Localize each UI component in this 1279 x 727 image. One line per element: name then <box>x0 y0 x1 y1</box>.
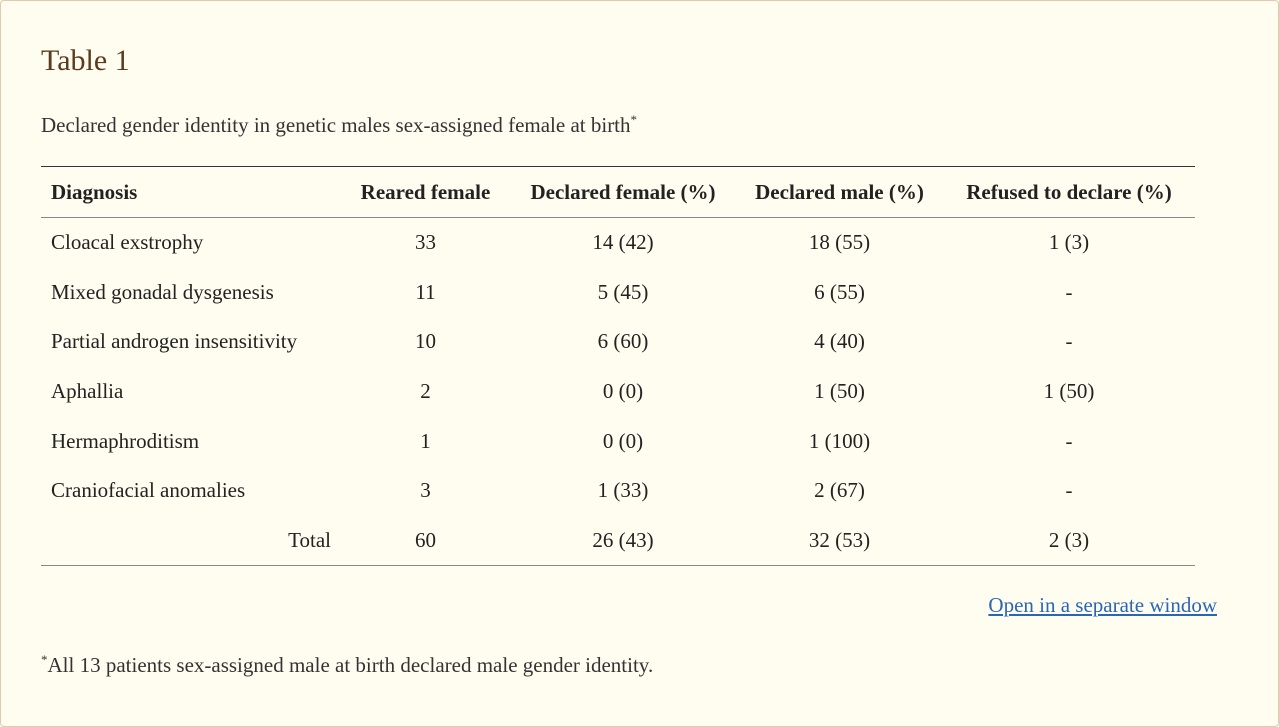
cell-declared-male: 6 (55) <box>814 279 865 304</box>
cell-refused: - <box>1065 329 1073 354</box>
table-total-row: Total 60 26 (43) 32 (53) 2 (3) <box>41 516 1195 566</box>
cell-diagnosis: Mixed gonadal dysgenesis <box>51 279 274 304</box>
cell-reared-female: 3 <box>420 478 431 503</box>
header-declared-male: Declared male (%) <box>755 179 924 204</box>
cell-reared-female: 1 <box>420 428 431 453</box>
footnote-text: All 13 patients sex-assigned male at bir… <box>47 653 654 677</box>
open-in-separate-window-link[interactable]: Open in a separate window <box>988 593 1217 617</box>
cell-reared-female: 2 <box>420 379 431 404</box>
cell-reared-female: 10 <box>415 329 436 354</box>
header-declared-female: Declared female (%) <box>530 179 716 204</box>
table-row: Hermaphroditism 1 0 (0) 1 (100) - <box>41 416 1195 466</box>
table-footnote: *All 13 patients sex-assigned male at bi… <box>41 653 653 678</box>
cell-declared-female: 6 (60) <box>597 329 649 354</box>
header-refused-to-declare: Refused to declare (%) <box>966 179 1172 204</box>
header-reared-female: Reared female <box>360 179 491 204</box>
cell-refused: - <box>1065 428 1073 453</box>
cell-reared-female: 11 <box>415 279 436 304</box>
cell-declared-female: 0 (0) <box>602 428 644 453</box>
cell-declared-male: 1 (100) <box>808 428 871 453</box>
cell-diagnosis: Aphallia <box>51 379 124 404</box>
caption-text: Declared gender identity in genetic male… <box>41 113 631 137</box>
cell-refused: - <box>1065 279 1073 304</box>
gender-identity-table: Diagnosis Reared female Declared female … <box>41 166 1195 566</box>
cell-declared-female: 5 (45) <box>597 279 649 304</box>
cell-refused: 1 (3) <box>1048 230 1090 255</box>
cell-total-reared-female: 60 <box>415 527 436 552</box>
cell-total-label: Total <box>288 527 331 552</box>
cell-reared-female: 33 <box>415 230 436 255</box>
caption-footnote-marker: * <box>630 112 638 127</box>
table-row: Mixed gonadal dysgenesis 11 5 (45) 6 (55… <box>41 268 1195 318</box>
header-diagnosis: Diagnosis <box>51 179 138 204</box>
table-title: Table 1 <box>41 44 130 77</box>
cell-declared-male: 4 (40) <box>814 329 865 354</box>
footnote-marker: * <box>41 652 48 667</box>
table-row: Craniofacial anomalies 3 1 (33) 2 (67) - <box>41 466 1195 516</box>
cell-diagnosis: Hermaphroditism <box>51 428 200 453</box>
cell-declared-female: 14 (42) <box>592 230 654 255</box>
table-header-row: Diagnosis Reared female Declared female … <box>41 166 1195 218</box>
cell-total-refused: 2 (3) <box>1048 527 1090 552</box>
cell-declared-female: 0 (0) <box>602 379 644 404</box>
cell-declared-male: 18 (55) <box>808 230 871 255</box>
cell-declared-male: 2 (67) <box>814 478 865 503</box>
cell-refused: 1 (50) <box>1043 379 1095 404</box>
table-caption: Declared gender identity in genetic male… <box>41 113 637 138</box>
cell-declared-female: 1 (33) <box>597 478 649 503</box>
cell-refused: - <box>1065 478 1073 503</box>
cell-diagnosis: Partial androgen insensitivity <box>51 329 298 354</box>
cell-declared-male: 1 (50) <box>814 379 865 404</box>
cell-total-declared-male: 32 (53) <box>808 527 871 552</box>
cell-total-declared-female: 26 (43) <box>592 527 654 552</box>
table-row: Cloacal exstrophy 33 14 (42) 18 (55) 1 (… <box>41 218 1195 268</box>
data-table-wrapper: Diagnosis Reared female Declared female … <box>41 166 1195 566</box>
cell-diagnosis: Cloacal exstrophy <box>51 230 204 255</box>
table-row: Partial androgen insensitivity 10 6 (60)… <box>41 317 1195 367</box>
cell-diagnosis: Craniofacial anomalies <box>51 478 246 503</box>
table-row: Aphallia 2 0 (0) 1 (50) 1 (50) <box>41 367 1195 417</box>
